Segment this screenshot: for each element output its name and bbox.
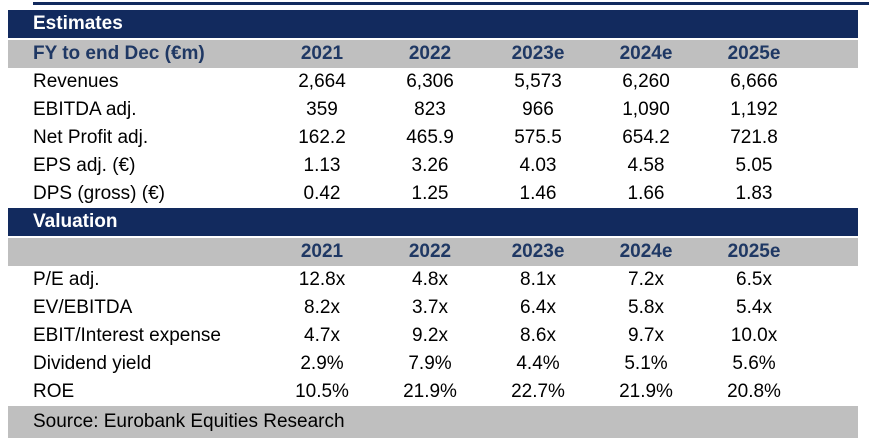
cell: 21.9% — [403, 381, 457, 402]
cell: 162.2 — [298, 127, 346, 148]
cell: 4.8x — [412, 269, 448, 290]
cell: 465.9 — [406, 127, 454, 148]
cell: 9.2x — [412, 325, 448, 346]
cell: 2.9% — [300, 353, 344, 374]
cell: 823 — [414, 99, 446, 120]
cell: 6.4x — [520, 297, 556, 318]
cell: 6.5x — [736, 269, 772, 290]
cell: 4.03 — [519, 155, 557, 176]
cell: 1.25 — [411, 183, 449, 204]
row-label: P/E adj. — [33, 269, 100, 290]
cell: 8.1x — [520, 269, 556, 290]
cell: 1.13 — [303, 155, 341, 176]
table-row-dividend-yield: Dividend yield 2.9% 7.9% 4.4% 5.1% 5.6% — [8, 350, 858, 378]
cell: 3.26 — [411, 155, 449, 176]
column-header-2022: 2022 — [408, 241, 452, 262]
column-header-2025e: 2025e — [727, 43, 781, 64]
cell: 1.83 — [735, 183, 773, 204]
section-title: Valuation — [33, 211, 118, 232]
financials-table: Estimates FY to end Dec (€m) 2021 2022 2… — [8, 10, 858, 406]
column-header-2025e: 2025e — [727, 241, 781, 262]
cell: 966 — [522, 99, 554, 120]
cell: 7.9% — [408, 353, 452, 374]
row-label: ROE — [33, 381, 75, 402]
cell: 10.5% — [295, 381, 349, 402]
column-header-2023e: 2023e — [511, 43, 565, 64]
column-header-2024e: 2024e — [619, 241, 673, 262]
table-row-net-profit-adj: Net Profit adj. 162.2 465.9 575.5 654.2 … — [8, 124, 858, 152]
row-label: EBITDA adj. — [33, 99, 137, 120]
row-label: Revenues — [33, 71, 119, 92]
row-label: Net Profit adj. — [33, 127, 149, 148]
column-header-2021: 2021 — [300, 241, 344, 262]
cell: 359 — [306, 99, 338, 120]
row-label: EBIT/Interest expense — [33, 325, 221, 346]
cell: 6,260 — [622, 71, 670, 92]
source-text: Source: Eurobank Equities Research — [33, 411, 345, 432]
cell: 6,666 — [730, 71, 778, 92]
cell: 20.8% — [727, 381, 781, 402]
cell: 5.1% — [624, 353, 668, 374]
table-row-dps-gross: DPS (gross) (€) 0.42 1.25 1.46 1.66 1.83 — [8, 180, 858, 208]
top-border-rule — [33, 2, 869, 5]
table-row-ebit-interest-expense: EBIT/Interest expense 4.7x 9.2x 8.6x 9.7… — [8, 322, 858, 350]
cell: 8.6x — [520, 325, 556, 346]
column-header-2022: 2022 — [408, 43, 452, 64]
cell: 721.8 — [730, 127, 778, 148]
table-row-ebitda-adj: EBITDA adj. 359 823 966 1,090 1,192 — [8, 96, 858, 124]
cell: 4.4% — [516, 353, 560, 374]
cell: 5.4x — [736, 297, 772, 318]
cell: 1,192 — [730, 99, 778, 120]
column-header-2023e: 2023e — [511, 241, 565, 262]
column-header-label: FY to end Dec (€m) — [33, 43, 205, 64]
cell: 22.7% — [511, 381, 565, 402]
cell: 5.6% — [732, 353, 776, 374]
row-label: EV/EBITDA — [33, 297, 133, 318]
table-row-eps-adj: EPS adj. (€) 1.13 3.26 4.03 4.58 5.05 — [8, 152, 858, 180]
cell: 5.05 — [735, 155, 773, 176]
cell: 12.8x — [298, 269, 346, 290]
table-row-revenues: Revenues 2,664 6,306 5,573 6,260 6,666 — [8, 68, 858, 96]
cell: 8.2x — [304, 297, 340, 318]
cell: 21.9% — [619, 381, 673, 402]
cell: 6,306 — [406, 71, 454, 92]
cell: 7.2x — [628, 269, 664, 290]
cell: 10.0x — [730, 325, 778, 346]
table-row-ev-ebitda: EV/EBITDA 8.2x 3.7x 6.4x 5.8x 5.4x — [8, 294, 858, 322]
cell: 3.7x — [412, 297, 448, 318]
estimates-column-header-row: FY to end Dec (€m) 2021 2022 2023e 2024e… — [8, 40, 858, 68]
cell: 575.5 — [514, 127, 562, 148]
cell: 4.7x — [304, 325, 340, 346]
source-bar: Source: Eurobank Equities Research — [8, 406, 858, 438]
cell: 5.8x — [628, 297, 664, 318]
cell: 1.46 — [519, 183, 557, 204]
cell: 4.58 — [627, 155, 665, 176]
cell: 9.7x — [628, 325, 664, 346]
table-row-pe-adj: P/E adj. 12.8x 4.8x 8.1x 7.2x 6.5x — [8, 266, 858, 294]
cell: 654.2 — [622, 127, 670, 148]
row-label: DPS (gross) (€) — [33, 183, 165, 204]
row-label: Dividend yield — [33, 353, 152, 374]
cell: 0.42 — [303, 183, 341, 204]
cell: 2,664 — [298, 71, 346, 92]
table-row-roe: ROE 10.5% 21.9% 22.7% 21.9% 20.8% — [8, 378, 858, 406]
row-label: EPS adj. (€) — [33, 155, 136, 176]
section-header-estimates: Estimates — [8, 10, 858, 38]
column-header-2021: 2021 — [300, 43, 344, 64]
cell: 1.66 — [627, 183, 665, 204]
column-header-2024e: 2024e — [619, 43, 673, 64]
valuation-column-header-row: 2021 2022 2023e 2024e 2025e — [8, 238, 858, 266]
cell: 1,090 — [622, 99, 670, 120]
cell: 5,573 — [514, 71, 562, 92]
section-title: Estimates — [33, 13, 123, 34]
section-header-valuation: Valuation — [8, 208, 858, 236]
